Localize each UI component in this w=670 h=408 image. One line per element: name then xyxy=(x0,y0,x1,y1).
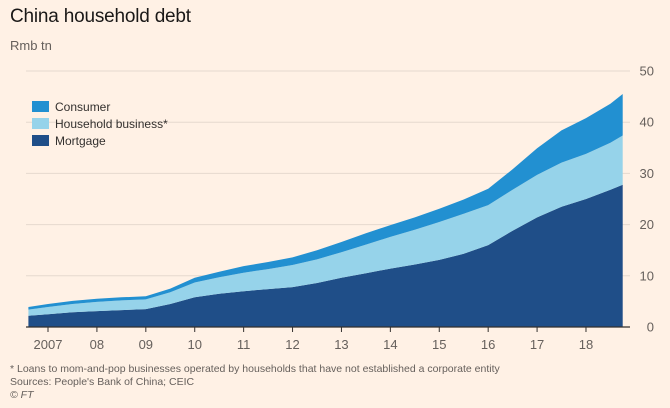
legend-label-household-business: Household business* xyxy=(55,116,168,131)
x-tick-label-13: 13 xyxy=(334,337,348,352)
x-tick-label-15: 15 xyxy=(432,337,446,352)
legend-label-mortgage: Mortgage xyxy=(55,133,106,148)
legend-item-household-business: Household business* xyxy=(32,115,168,132)
legend: Consumer Household business* Mortgage xyxy=(32,98,168,149)
legend-item-consumer: Consumer xyxy=(32,98,168,115)
legend-label-consumer: Consumer xyxy=(55,99,111,114)
y-tick-label-10: 10 xyxy=(640,268,654,283)
chart-subtitle: Rmb tn xyxy=(10,38,52,53)
source-line: Sources: People's Bank of China; CEIC xyxy=(10,376,195,388)
x-tick-label-2007: 2007 xyxy=(34,337,63,352)
legend-swatch-mortgage xyxy=(32,135,49,146)
legend-swatch-consumer xyxy=(32,101,49,112)
x-tick-label-12: 12 xyxy=(285,337,299,352)
y-tick-label-50: 50 xyxy=(640,64,654,79)
y-tick-label-40: 40 xyxy=(640,115,654,130)
area-mortgage xyxy=(28,184,623,327)
x-tick-label-16: 16 xyxy=(481,337,495,352)
footnotes: * Loans to mom-and-pop businesses operat… xyxy=(10,363,500,402)
x-tick-label-10: 10 xyxy=(187,337,201,352)
x-tick-label-11: 11 xyxy=(237,337,251,352)
x-tick-label-08: 08 xyxy=(90,337,104,352)
chart-title: China household debt xyxy=(10,6,191,27)
x-tick-label-09: 09 xyxy=(139,337,153,352)
y-tick-label-30: 30 xyxy=(640,166,654,181)
ft-credit: © FT xyxy=(10,389,34,401)
x-tick-label-14: 14 xyxy=(383,337,397,352)
area-household-business xyxy=(28,135,623,316)
legend-item-mortgage: Mortgage xyxy=(32,132,168,149)
x-tick-label-18: 18 xyxy=(579,337,593,352)
footnote: * Loans to mom-and-pop businesses operat… xyxy=(10,363,500,375)
y-tick-label-0: 0 xyxy=(647,320,654,335)
y-tick-label-20: 20 xyxy=(640,217,654,232)
x-tick-label-17: 17 xyxy=(530,337,544,352)
legend-swatch-household-business xyxy=(32,118,49,129)
